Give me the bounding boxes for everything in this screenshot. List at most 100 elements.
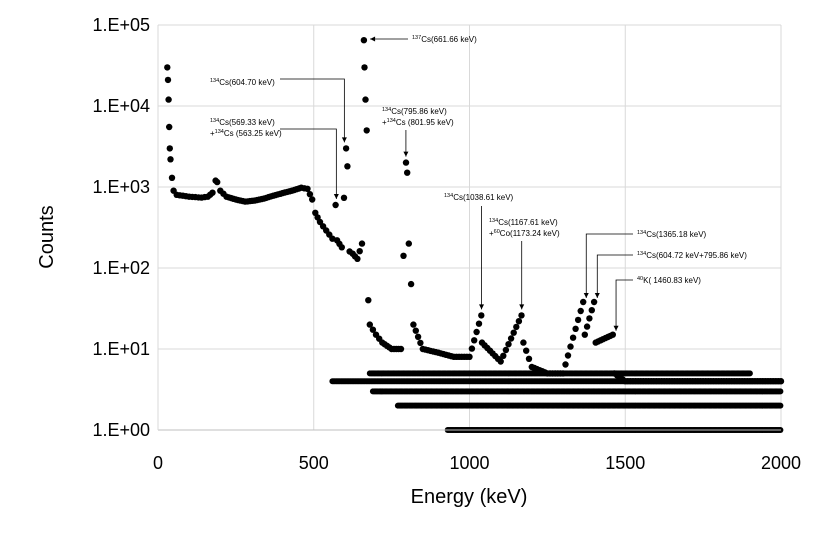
spectrum-point [468,345,476,352]
spectrum-point [520,339,527,346]
annotation-label: 134Cs(795.86 keV) [382,107,447,116]
spectrum-point [417,339,424,347]
spectrum-point [513,323,520,331]
peak-annotation: 137Cs(661.66 keV) [370,35,477,44]
peak-annotation: 134Cs(1167.61 keV) +60Co(1173.24 keV) [489,218,560,310]
spectrum-point [590,298,598,306]
annotation-leader [615,279,633,331]
background-point [778,378,784,385]
x-tick-label: 0 [153,453,163,473]
spectrum-point [412,327,419,334]
spectrum-point [304,185,311,192]
spectrum-point [342,145,350,152]
spectrum-point [609,331,616,338]
annotation-label: 40K( 1460.83 keV) [637,276,701,285]
grid-lines [157,24,782,431]
x-tick-label: 1500 [605,453,645,473]
spectrum-point [340,194,348,201]
spectrum-point [478,312,485,319]
spectrum-point [502,346,510,354]
spectrum-point [338,244,345,251]
spectrum-point [309,196,316,203]
peak-annotation: 40K( 1460.83 keV) [613,276,701,331]
y-tick-label: 1.E+00 [92,420,150,440]
spectrum-point [473,328,480,336]
axes: 1.E+00 1.E+01 1.E+02 1.E+03 1.E+04 1.E+05 0 500… [92,15,801,473]
peak-annotation: 134Cs(1038.61 keV) [444,193,514,310]
spectrum-point [500,352,507,359]
spectrum-point [332,201,339,209]
spectrum-point [569,334,577,341]
spectrum-point [405,240,412,247]
spectrum-point [356,248,363,255]
spectrum-point [562,361,569,368]
y-tick-label: 1.E+02 [92,258,150,278]
annotation-label: 134Cs(1038.61 keV) [444,193,514,202]
spectrum-point [466,353,473,360]
annotation-label: 134Cs(1167.61 keV) [489,218,558,227]
data-points [164,37,785,433]
spectrum-point [507,335,515,342]
spectrum-point [166,145,173,152]
annotation-label: 134Cs(604.70 keV) [210,78,275,87]
spectrum-point [574,316,582,324]
spectrum-point [410,321,417,328]
spectrum-point [402,159,410,166]
spectrum-point [362,96,369,103]
annotation-arrowhead [333,193,339,199]
spectrum-point [168,174,176,181]
spectrum-point [164,76,172,84]
spectrum-point [165,96,172,103]
annotation-label: +134Cs (563.25 keV) [210,129,282,138]
spectrum-point [567,343,574,350]
background-point [746,370,753,377]
spectrum-point [471,337,478,344]
annotation-label: +60Co(1173.24 keV) [489,229,560,238]
annotation-arrowhead [613,325,619,331]
annotation-arrowhead [341,137,347,143]
spectrum-point [400,252,407,259]
spectrum-point [515,318,523,325]
annotation-leader [585,233,633,299]
spectrum-point [354,255,361,262]
x-axis-title: Energy (keV) [411,486,528,508]
peak-annotation: 134Cs(1365.18 keV) [583,230,707,299]
peak-annotation: 134Cs(604.72 keV+795.86 keV) [594,251,747,299]
y-tick-label: 1.E+05 [92,15,150,35]
annotation-arrowhead [583,293,589,299]
spectrum-point [581,331,588,338]
annotation-label: +134Cs (801.95 keV) [382,118,454,127]
annotation-arrowhead [479,304,485,310]
background-point [777,388,784,395]
annotation-arrowhead [370,36,376,42]
peak-annotations: 137Cs(661.66 keV) 134Cs(604.70 keV) 134Cs(… [210,35,747,331]
spectrum-point [164,64,171,71]
x-tick-label: 2000 [761,453,801,473]
spectrum-point [497,358,504,365]
spectrum-point [407,280,415,288]
spectrum-point [369,326,377,333]
spectrum-point [306,191,314,198]
spectrum-point [361,64,368,71]
spectrum-point [358,240,366,247]
spectrum-point [363,127,370,134]
spectrum-point [209,189,216,196]
y-tick-label: 1.E+04 [92,96,150,116]
background-point [777,402,784,409]
spectrum-point [588,307,595,314]
spectrum-point [344,163,351,170]
spectrum-point [510,329,517,336]
y-tick-label: 1.E+03 [92,177,150,197]
spectrum-point [397,345,405,353]
spectrum-point [564,352,572,359]
spectrum-point [525,355,533,362]
annotation-label: 134Cs(569.33 keV) [210,118,275,127]
spectrum-point [167,156,174,163]
annotation-label: 134Cs(1365.18 keV) [637,230,707,239]
x-tick-label: 1000 [449,453,489,473]
spectrum-point [586,315,593,322]
spectrum-point [577,307,584,315]
peak-annotation: 134Cs(569.33 keV) +134Cs (563.25 keV) [210,118,339,199]
spectrum-point [475,320,483,327]
